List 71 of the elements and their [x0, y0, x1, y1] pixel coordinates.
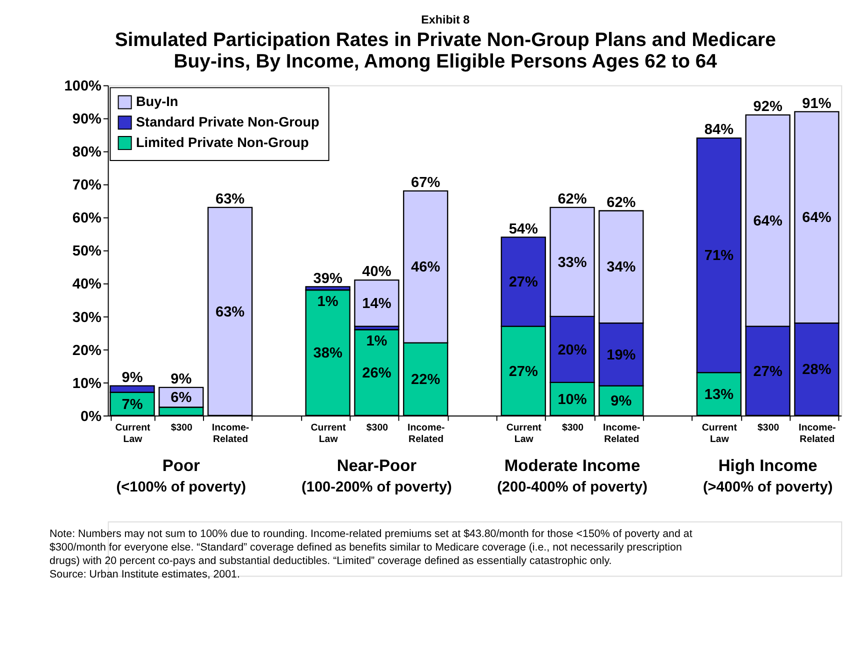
x-tick-label: $300: [170, 422, 192, 434]
x-tick-label: $300: [366, 422, 388, 434]
x-tick-label: Income-Related: [212, 422, 250, 446]
data-label: 13%: [704, 386, 734, 403]
data-label: 27%: [508, 364, 538, 380]
data-label: 64%: [802, 210, 832, 226]
legend-label: Buy-In: [136, 94, 178, 110]
x-tick-label: Current Law: [310, 422, 347, 446]
data-label: 22%: [411, 372, 440, 388]
data-label: 7%: [122, 396, 143, 413]
total-label: 91%: [802, 96, 832, 112]
data-label: 26%: [362, 365, 392, 382]
y-tick-label: 50%: [72, 244, 102, 260]
data-label: 27%: [753, 364, 782, 380]
total-label: 9%: [122, 370, 143, 386]
x-tick-label: Current Law: [506, 422, 542, 446]
x-tick-label: Current Law: [115, 422, 152, 446]
data-label: 28%: [802, 362, 832, 378]
total-label: 62%: [558, 192, 587, 208]
x-tick-label: $300: [758, 422, 780, 434]
total-label: 39%: [313, 270, 342, 287]
chart-title: Simulated Participation Rates in Private Non-Group Plans and Medicare Buy-ins, By Income, Among Eligible Persons Ages 62 to 64: [114, 28, 776, 72]
total-label: 9%: [170, 372, 192, 388]
data-label: 34%: [606, 260, 636, 276]
total-label: 84%: [704, 122, 734, 138]
text: Near-Poor (100-200% of poverty): [302, 456, 452, 496]
y-tick-label: 40%: [72, 276, 102, 293]
data-label: 27%: [508, 274, 538, 291]
text: Note: Numbers may not sum to 100% due to rounding. Income-related premiums set at $43.80/month for those <150% of poverty and at $300/month for everyone else. “Standard” coverage defined as benefits similar to Medicare coverage (i.e., not necessarily prescription drugs) with 20 percent co-pays and substantial deductibles. “Limited” coverage defined as essentially catastrophic only.: [50, 528, 692, 568]
total-label: 62%: [606, 194, 636, 211]
total-label: 67%: [411, 175, 440, 192]
x-tick-label: Income-Related: [798, 422, 836, 446]
y-tick-label: 80%: [72, 144, 102, 161]
legend-label: Standard Private Non-Group: [136, 114, 320, 130]
y-tick-label: 70%: [72, 178, 102, 194]
data-label: 10%: [558, 392, 587, 408]
data-label: 19%: [606, 347, 636, 364]
data-label: 71%: [704, 248, 734, 264]
x-tick-label: $300: [562, 422, 584, 434]
legend-label: Limited Private Non-Group: [136, 134, 309, 150]
data-label: 46%: [411, 260, 440, 276]
y-tick-label: 100%: [64, 78, 102, 95]
data-label: 14%: [362, 296, 392, 312]
total-label: 63%: [215, 192, 245, 208]
data-label: 33%: [558, 254, 587, 271]
x-tick-label: Income-Related: [407, 422, 445, 446]
y-tick-label: 60%: [72, 210, 102, 227]
data-label: 20%: [558, 342, 587, 358]
total-label: 92%: [753, 99, 782, 116]
source-note: Source: Urban Institute estimates, 2001.: [50, 568, 240, 581]
data-label: 1%: [366, 333, 388, 350]
data-label: 9%: [610, 394, 632, 410]
total-label: 40%: [362, 264, 392, 280]
text: Poor (<100% of poverty): [116, 456, 246, 496]
y-tick-label: 10%: [72, 376, 102, 392]
text: High Income (>400% of poverty): [702, 456, 833, 496]
x-tick-label: Current Law: [702, 422, 738, 446]
data-label: 6%: [170, 390, 192, 406]
total-label: 54%: [508, 221, 538, 238]
data-label: 1%: [317, 294, 338, 310]
y-tick-label: 20%: [72, 342, 102, 359]
data-label: 64%: [753, 214, 782, 230]
bar: [354, 280, 400, 327]
x-tick-label: Income-Related: [603, 422, 640, 446]
chart-subtitle: Exhibit 8: [421, 14, 470, 27]
data-label: 38%: [313, 346, 342, 362]
text: Moderate Income (200-400% of poverty): [497, 456, 648, 496]
y-tick-label: 30%: [72, 310, 102, 326]
y-tick-label: 90%: [72, 112, 102, 128]
y-tick-label: 0%: [80, 408, 102, 425]
data-label: 63%: [215, 304, 245, 320]
